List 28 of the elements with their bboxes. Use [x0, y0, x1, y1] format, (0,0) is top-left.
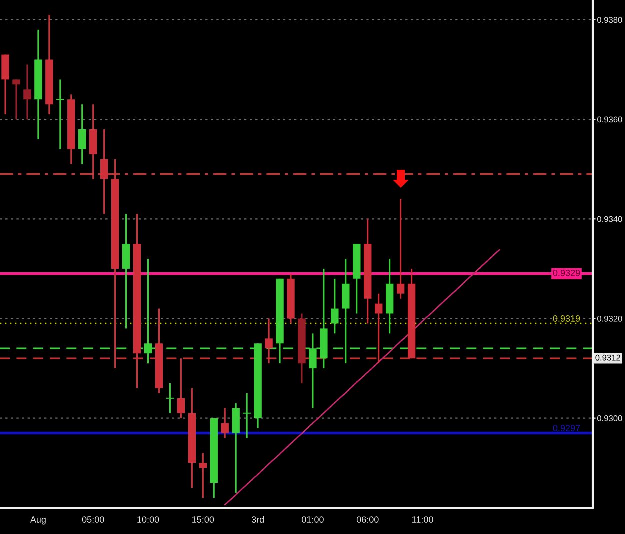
candlestick — [199, 452, 207, 499]
candlestick — [166, 382, 174, 414]
y-tick-label: 0.9320 — [597, 316, 622, 322]
candlestick — [78, 104, 86, 166]
ref-line-label: 0.9297 — [553, 425, 580, 432]
x-tick-label: 3rd — [252, 516, 264, 523]
candlestick — [243, 392, 251, 440]
ref-line-label: 0.9329 — [553, 270, 580, 276]
y-tick-label: 0.9340 — [597, 216, 622, 222]
x-tick-label: 10:00 — [138, 516, 160, 523]
x-tick-label: Aug — [30, 516, 46, 525]
x-tick-label: 15:00 — [192, 516, 214, 523]
y-tick-label: 0.9300 — [597, 416, 622, 422]
y-tick-label: 0.9360 — [597, 116, 622, 123]
candlestick — [24, 64, 32, 120]
x-tick-label: 05:00 — [82, 516, 104, 523]
ref-line-label: 0.9312 — [596, 354, 620, 361]
line-series — [224, 249, 500, 506]
candlestick — [331, 278, 339, 334]
x-tick-label: 11:00 — [412, 516, 434, 523]
x-tick-label: 06:00 — [356, 516, 379, 523]
candlestick — [12, 78, 20, 120]
candlestick — [221, 408, 229, 440]
candlestick — [56, 78, 64, 150]
ref-line-label: 0.9319 — [553, 316, 580, 322]
x-tick-label: 01:00 — [302, 516, 324, 523]
candlestick — [396, 198, 405, 300]
y-tick-label: 0.9380 — [597, 17, 622, 24]
